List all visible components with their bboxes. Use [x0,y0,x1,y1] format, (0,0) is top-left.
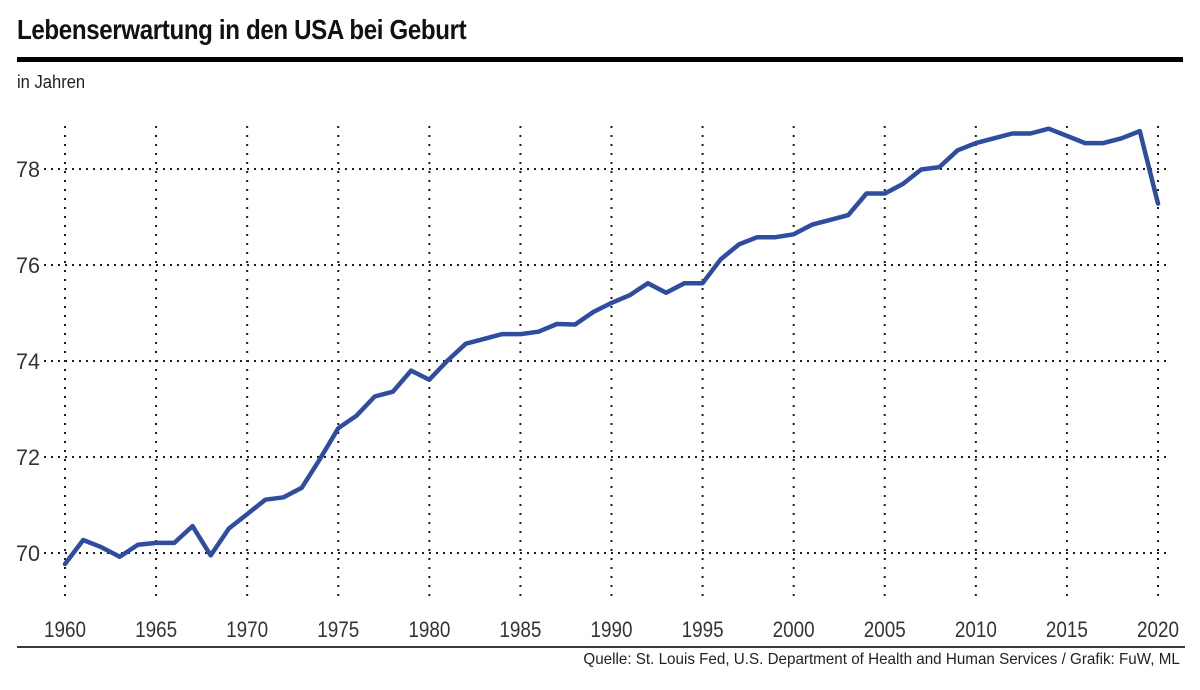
x-axis-tick-label: 2020 [1137,617,1179,642]
x-axis-tick-label: 1965 [135,617,177,642]
x-axis-tick-label: 2015 [1046,617,1088,642]
y-axis-tick-label: 76 [16,253,40,278]
x-axis-tick-label: 1975 [317,617,359,642]
x-axis-tick-label: 1990 [591,617,633,642]
x-axis-tick-label: 1960 [44,617,86,642]
unit-label: in Jahren [17,72,86,92]
x-axis-tick-label: 1970 [226,617,268,642]
x-axis-tick-label: 1980 [408,617,450,642]
x-axis-tick-label: 2005 [864,617,906,642]
y-axis-tick-label: 78 [16,157,40,182]
y-axis-tick-label: 74 [16,349,40,374]
footer-divider [17,646,1185,648]
page-title: Lebenserwartung in den USA bei Geburt [17,14,467,45]
y-axis-tick-label: 72 [16,445,40,470]
life-expectancy-line [62,126,1161,567]
title-divider [17,57,1183,62]
x-axis-tick-label: 2000 [773,617,815,642]
x-axis-tick-label: 1985 [499,617,541,642]
y-axis-tick-label: 70 [16,541,40,566]
x-axis-tick-label: 2010 [955,617,997,642]
source-credit: Quelle: St. Louis Fed, U.S. Department o… [583,651,1180,668]
x-axis-tick-label: 1995 [682,617,724,642]
